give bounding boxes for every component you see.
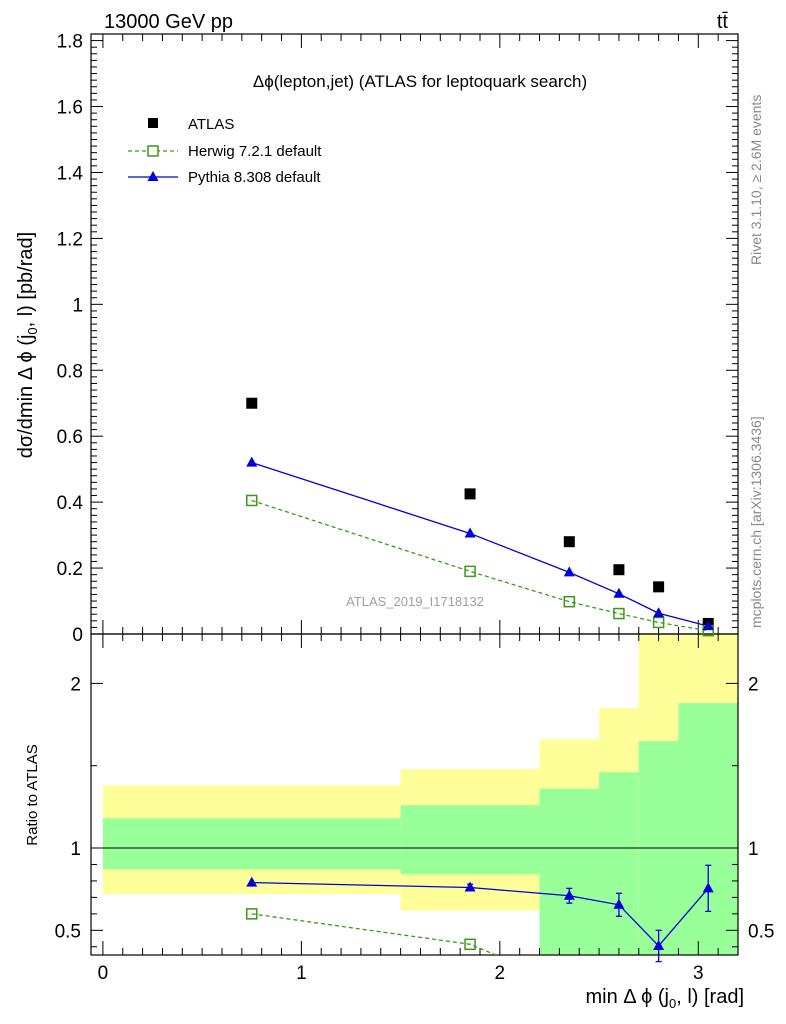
y-tick-label-main: 0.6: [57, 427, 83, 448]
y-tick-label-main: 1.4: [57, 163, 84, 184]
y-tick-label-main: 1.6: [57, 98, 83, 119]
band-green-2: [539, 788, 600, 955]
x-tick-label: 0: [98, 963, 109, 984]
y-tick-label-ratio-right: 1: [748, 839, 759, 860]
y-tick-label-ratio-right: 2: [748, 674, 759, 695]
main-point-2-4: [653, 607, 665, 618]
tick-labels: 0 0.2 0.4 0.6 0.8 1 1.2 1.4 1.6 1.8 0.5 0.5 1 1 2 2 0 1 2 3: [55, 32, 775, 984]
plot-title: Δϕ(lepton,jet) (ATLAS for leptoquark sea…: [253, 72, 587, 91]
y-tick-label-main: 0.2: [57, 559, 83, 580]
main-series-line-2: [251, 461, 709, 627]
series-lines: [251, 461, 712, 963]
main-point-1-0: [246, 494, 258, 507]
main-point-2-0: [246, 456, 258, 467]
y-tick-label-main: 0.8: [57, 361, 83, 382]
y-tick-label-main: 0: [72, 625, 83, 646]
main-point-2-1: [464, 527, 476, 538]
main-point-1-2: [563, 595, 576, 608]
x-tick-label: 3: [693, 963, 704, 984]
ratio-point-1-4: [653, 939, 665, 950]
y-tick-label-ratio-right: 0.5: [748, 921, 774, 942]
series-markers: [246, 397, 714, 951]
legend-marker-herwig: [147, 145, 159, 157]
mcplots-label: mcplots.cern.ch [arXiv:1306.3436]: [748, 416, 764, 628]
y-tick-label-main: 0.4: [57, 493, 84, 514]
ratio-point-0-1: [464, 938, 476, 951]
legend-label-herwig: Herwig 7.2.1 default: [188, 143, 322, 160]
ratio-point-1-1: [464, 881, 476, 892]
y-axis-label-ratio: Ratio to ATLAS: [24, 744, 41, 845]
legend-marker-atlas: [148, 118, 158, 128]
main-point-2-3: [613, 587, 625, 598]
band-green-3: [599, 772, 639, 955]
energy-label: 13000 GeV pp: [104, 11, 233, 33]
legend-label-pythia: Pythia 8.308 default: [188, 169, 321, 186]
band-green-5: [678, 703, 738, 955]
legend-label-atlas: ATLAS: [188, 116, 234, 133]
process-label: tt̄: [717, 11, 729, 33]
ratio-series-line-0: [251, 913, 498, 955]
main-point-1-4: [652, 616, 665, 629]
main-point-0-3: [613, 564, 625, 576]
ratio-point-1-2: [563, 889, 575, 900]
main-point-0-4: [653, 581, 665, 593]
y-tick-label-main: 1: [72, 295, 83, 316]
band-green-1: [400, 805, 540, 875]
x-axis-label: min Δ ϕ (j0, l) [rad]: [586, 986, 745, 1011]
y-tick-label-ratio: 0.5: [55, 921, 81, 942]
rivet-label: Rivet 3.1.10, ≥ 2.6M events: [748, 95, 764, 265]
main-point-2-5: [702, 620, 714, 631]
x-tick-label: 2: [495, 963, 506, 984]
analysis-watermark: ATLAS_2019_I1718132: [346, 594, 484, 609]
ratio-series-line-1: [251, 881, 709, 947]
main-point-0-2: [563, 536, 575, 548]
ratio-point-0-0: [246, 908, 258, 920]
ratio-plot-frame: [90, 633, 739, 956]
ratio-point-1-5: [702, 882, 714, 893]
y-tick-label-main: 1.2: [57, 229, 83, 250]
main-point-0-1: [464, 488, 476, 500]
legend-marker-pythia: [147, 171, 159, 181]
main-point-2-2: [563, 566, 575, 577]
x-tick-label: 1: [296, 963, 307, 984]
y-tick-label-main: 1.8: [57, 32, 83, 53]
main-point-0-0: [246, 397, 258, 409]
main-series-line-1: [251, 499, 709, 632]
plot-frames: [90, 33, 739, 956]
legend: ATLAS Herwig 7.2.1 default Pythia 8.308 …: [128, 116, 322, 186]
axis-ticks: [91, 34, 739, 955]
y-tick-label-ratio: 1: [70, 839, 81, 860]
y-tick-label-ratio: 2: [70, 674, 81, 695]
ratio-bands: [102, 634, 738, 955]
ratio-point-1-3: [613, 898, 625, 909]
band-green-0: [102, 818, 401, 870]
main-point-1-3: [613, 607, 625, 620]
main-point-1-1: [464, 565, 476, 578]
ratio-point-1-0: [246, 876, 258, 887]
y-axis-label-main: dσ/dmin Δ ϕ (j0, l) [pb/rad]: [15, 232, 40, 458]
